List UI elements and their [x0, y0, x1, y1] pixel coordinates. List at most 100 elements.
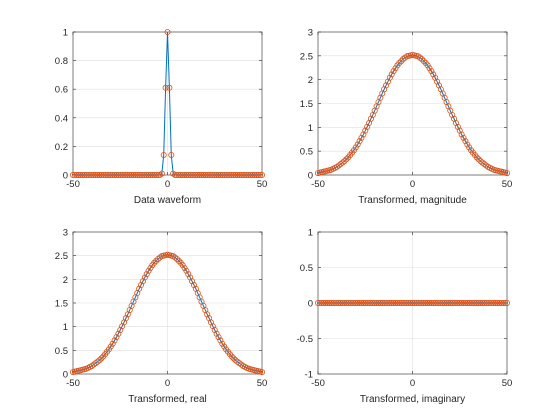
data-point	[360, 299, 367, 306]
data-point	[151, 259, 158, 266]
data-point	[251, 171, 258, 178]
data-point	[350, 299, 357, 306]
data-point	[238, 171, 245, 178]
data-point	[230, 171, 237, 178]
data-point	[452, 120, 459, 127]
data-point	[155, 255, 162, 262]
y-tick-label: 3	[63, 228, 68, 239]
y-tick-label: 2	[63, 275, 68, 286]
series-line	[72, 254, 263, 373]
x-tick-label: -50	[311, 179, 325, 190]
data-point	[339, 159, 346, 166]
data-point	[398, 58, 405, 65]
data-point	[207, 319, 214, 326]
data-point	[379, 299, 386, 306]
data-point	[236, 171, 243, 178]
y-tick-label: 0.4	[55, 113, 68, 124]
data-point	[85, 171, 92, 178]
data-point	[139, 278, 146, 285]
x-tick-label: -50	[66, 378, 80, 389]
data-point	[155, 171, 162, 178]
y-tick-label: 2.5	[55, 251, 68, 262]
data-point	[234, 171, 241, 178]
data-point	[73, 171, 80, 178]
data-point	[418, 56, 425, 63]
y-tick-label: 0.5	[300, 263, 313, 274]
data-point	[236, 360, 243, 367]
y-tick-label: -0.5	[297, 334, 313, 345]
data-point	[81, 171, 88, 178]
data-point	[435, 82, 442, 89]
data-point	[143, 271, 150, 278]
data-point	[183, 171, 190, 178]
y-tick-label: 1	[63, 28, 68, 39]
data-point	[314, 299, 321, 306]
x-tick-label: 0	[165, 378, 170, 389]
data-point	[121, 171, 128, 178]
data-point	[413, 299, 420, 306]
data-point	[392, 299, 399, 306]
data-point	[245, 171, 252, 178]
data-point	[211, 171, 218, 178]
data-point	[426, 299, 433, 306]
data-point	[134, 171, 141, 178]
data-point	[362, 127, 369, 134]
data-point	[496, 299, 503, 306]
data-point	[122, 171, 129, 178]
data-point	[420, 58, 427, 65]
data-point	[403, 299, 410, 306]
data-point	[92, 360, 99, 367]
data-point	[443, 299, 450, 306]
y-tick-label: 2	[308, 75, 313, 86]
data-point	[179, 171, 186, 178]
data-point	[83, 171, 90, 178]
data-point	[335, 299, 342, 306]
data-point	[187, 274, 194, 281]
x-tick-label: 50	[502, 378, 513, 389]
data-point	[481, 161, 488, 168]
data-point	[138, 282, 145, 289]
data-point	[356, 299, 363, 306]
data-point	[367, 299, 374, 306]
data-point	[466, 299, 473, 306]
x-tick-label: 50	[257, 378, 268, 389]
data-point	[156, 171, 163, 178]
data-point	[492, 299, 499, 306]
data-point	[343, 299, 350, 306]
data-point	[364, 299, 371, 306]
data-point	[360, 131, 367, 138]
data-point	[77, 171, 84, 178]
data-point	[113, 171, 120, 178]
data-point	[247, 171, 254, 178]
data-point	[151, 171, 158, 178]
data-point	[503, 299, 510, 306]
data-point	[219, 171, 226, 178]
y-tick-label: 0	[63, 171, 68, 182]
data-point	[234, 358, 241, 365]
data-point	[439, 299, 446, 306]
data-point	[185, 271, 192, 278]
data-point	[207, 171, 214, 178]
data-point	[473, 299, 480, 306]
data-point	[328, 299, 335, 306]
data-point	[362, 299, 369, 306]
data-point	[407, 299, 414, 306]
data-point	[434, 299, 441, 306]
x-axis-label: Transformed, imaginary	[360, 394, 465, 405]
data-point	[94, 171, 101, 178]
data-point	[240, 171, 247, 178]
data-point	[358, 299, 365, 306]
data-point	[232, 171, 239, 178]
data-point	[369, 299, 376, 306]
data-point	[430, 299, 437, 306]
data-point	[322, 299, 329, 306]
data-point	[452, 299, 459, 306]
data-point	[102, 171, 109, 178]
data-point	[449, 299, 456, 306]
x-tick-label: -50	[311, 378, 325, 389]
data-point	[333, 299, 340, 306]
data-point	[458, 299, 465, 306]
data-point	[354, 299, 361, 306]
data-point	[460, 134, 467, 141]
